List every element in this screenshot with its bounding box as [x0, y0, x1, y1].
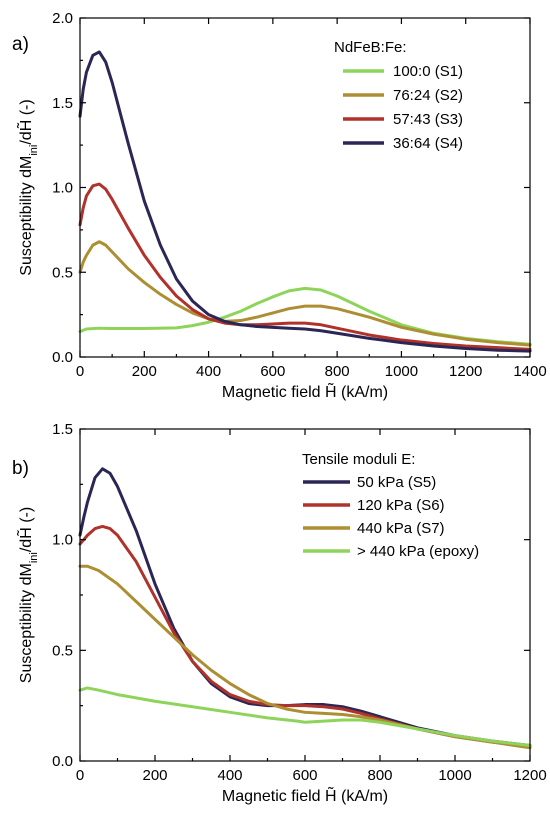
y-axis-label: Susceptibility dMini/dH̃ (-) [15, 507, 40, 683]
x-tick-label: 400 [217, 767, 242, 784]
x-tick-label: 1000 [438, 767, 471, 784]
legend: Tensile moduli E: 50 kPa (S5) 120 kPa (S6)… [302, 451, 479, 560]
y-tick-label: 0.5 [52, 264, 73, 281]
y-tick-label: 0.0 [52, 349, 73, 366]
series-line-3 [78, 182, 532, 351]
legend-label: 76:24 (S2) [393, 87, 463, 104]
series-line-4 [78, 50, 532, 353]
legend: NdFeB:Fe: 100:0 (S1) 76:24 (S2) 57:43 (S3) 3… [334, 39, 463, 152]
chart-panel-b: 0 200 400 600 800 1000 1200 0.0 0.5 1.0 1.5 b) Magne… [12, 421, 547, 805]
x-tick-label: 200 [142, 767, 167, 784]
legend-label: 50 kPa (S5) [357, 474, 436, 491]
x-tick-label: 1400 [513, 363, 546, 380]
y-tick-label: 2.0 [52, 10, 73, 27]
y-tick-label: 1.0 [52, 532, 73, 549]
chart-panel-a: 0 200 400 600 800 1000 1200 1400 0.0 0.5 1.0 1.5 2.0… [12, 10, 547, 401]
x-tick-label: 800 [325, 363, 350, 380]
series-line-4 [78, 686, 532, 748]
y-axis-label: Susceptibility dMini/dH̃ (-) [15, 99, 40, 275]
x-tick-label: 1000 [385, 363, 418, 380]
y-tick-label: 0.5 [52, 642, 73, 659]
x-tick-label: 400 [196, 363, 221, 380]
x-tick-label: 800 [367, 767, 392, 784]
x-tick-label: 600 [260, 363, 285, 380]
legend-title: NdFeB:Fe: [334, 39, 407, 56]
y-tick-label: 0.0 [52, 753, 73, 770]
legend-label: > 440 kPa (epoxy) [357, 543, 479, 560]
legend-label: 57:43 (S3) [393, 111, 463, 128]
x-tick-label: 1200 [513, 767, 546, 784]
legend-label: 440 kPa (S7) [357, 520, 445, 537]
series-line-1 [78, 467, 532, 748]
y-tick-label: 1.5 [52, 421, 73, 438]
x-tick-label: 600 [292, 767, 317, 784]
legend-title: Tensile moduli E: [302, 451, 415, 468]
legend-label: 36:64 (S4) [393, 135, 463, 152]
y-tick-label: 1.0 [52, 180, 73, 197]
legend-label: 100:0 (S1) [393, 63, 463, 80]
y-tick-label: 1.5 [52, 95, 73, 112]
x-tick-label: 0 [76, 363, 84, 380]
x-tick-label: 0 [76, 767, 84, 784]
x-tick-label: 1200 [449, 363, 482, 380]
legend-label: 120 kPa (S6) [357, 497, 445, 514]
x-axis-label: Magnetic field H̃ (kA/m) [222, 785, 388, 805]
panel-label: a) [12, 34, 29, 55]
x-axis-label: Magnetic field H̃ (kA/m) [222, 381, 388, 401]
series-line-3 [78, 564, 532, 750]
panel-label: b) [12, 458, 29, 479]
x-tick-label: 200 [132, 363, 157, 380]
series-line-1 [78, 286, 532, 346]
